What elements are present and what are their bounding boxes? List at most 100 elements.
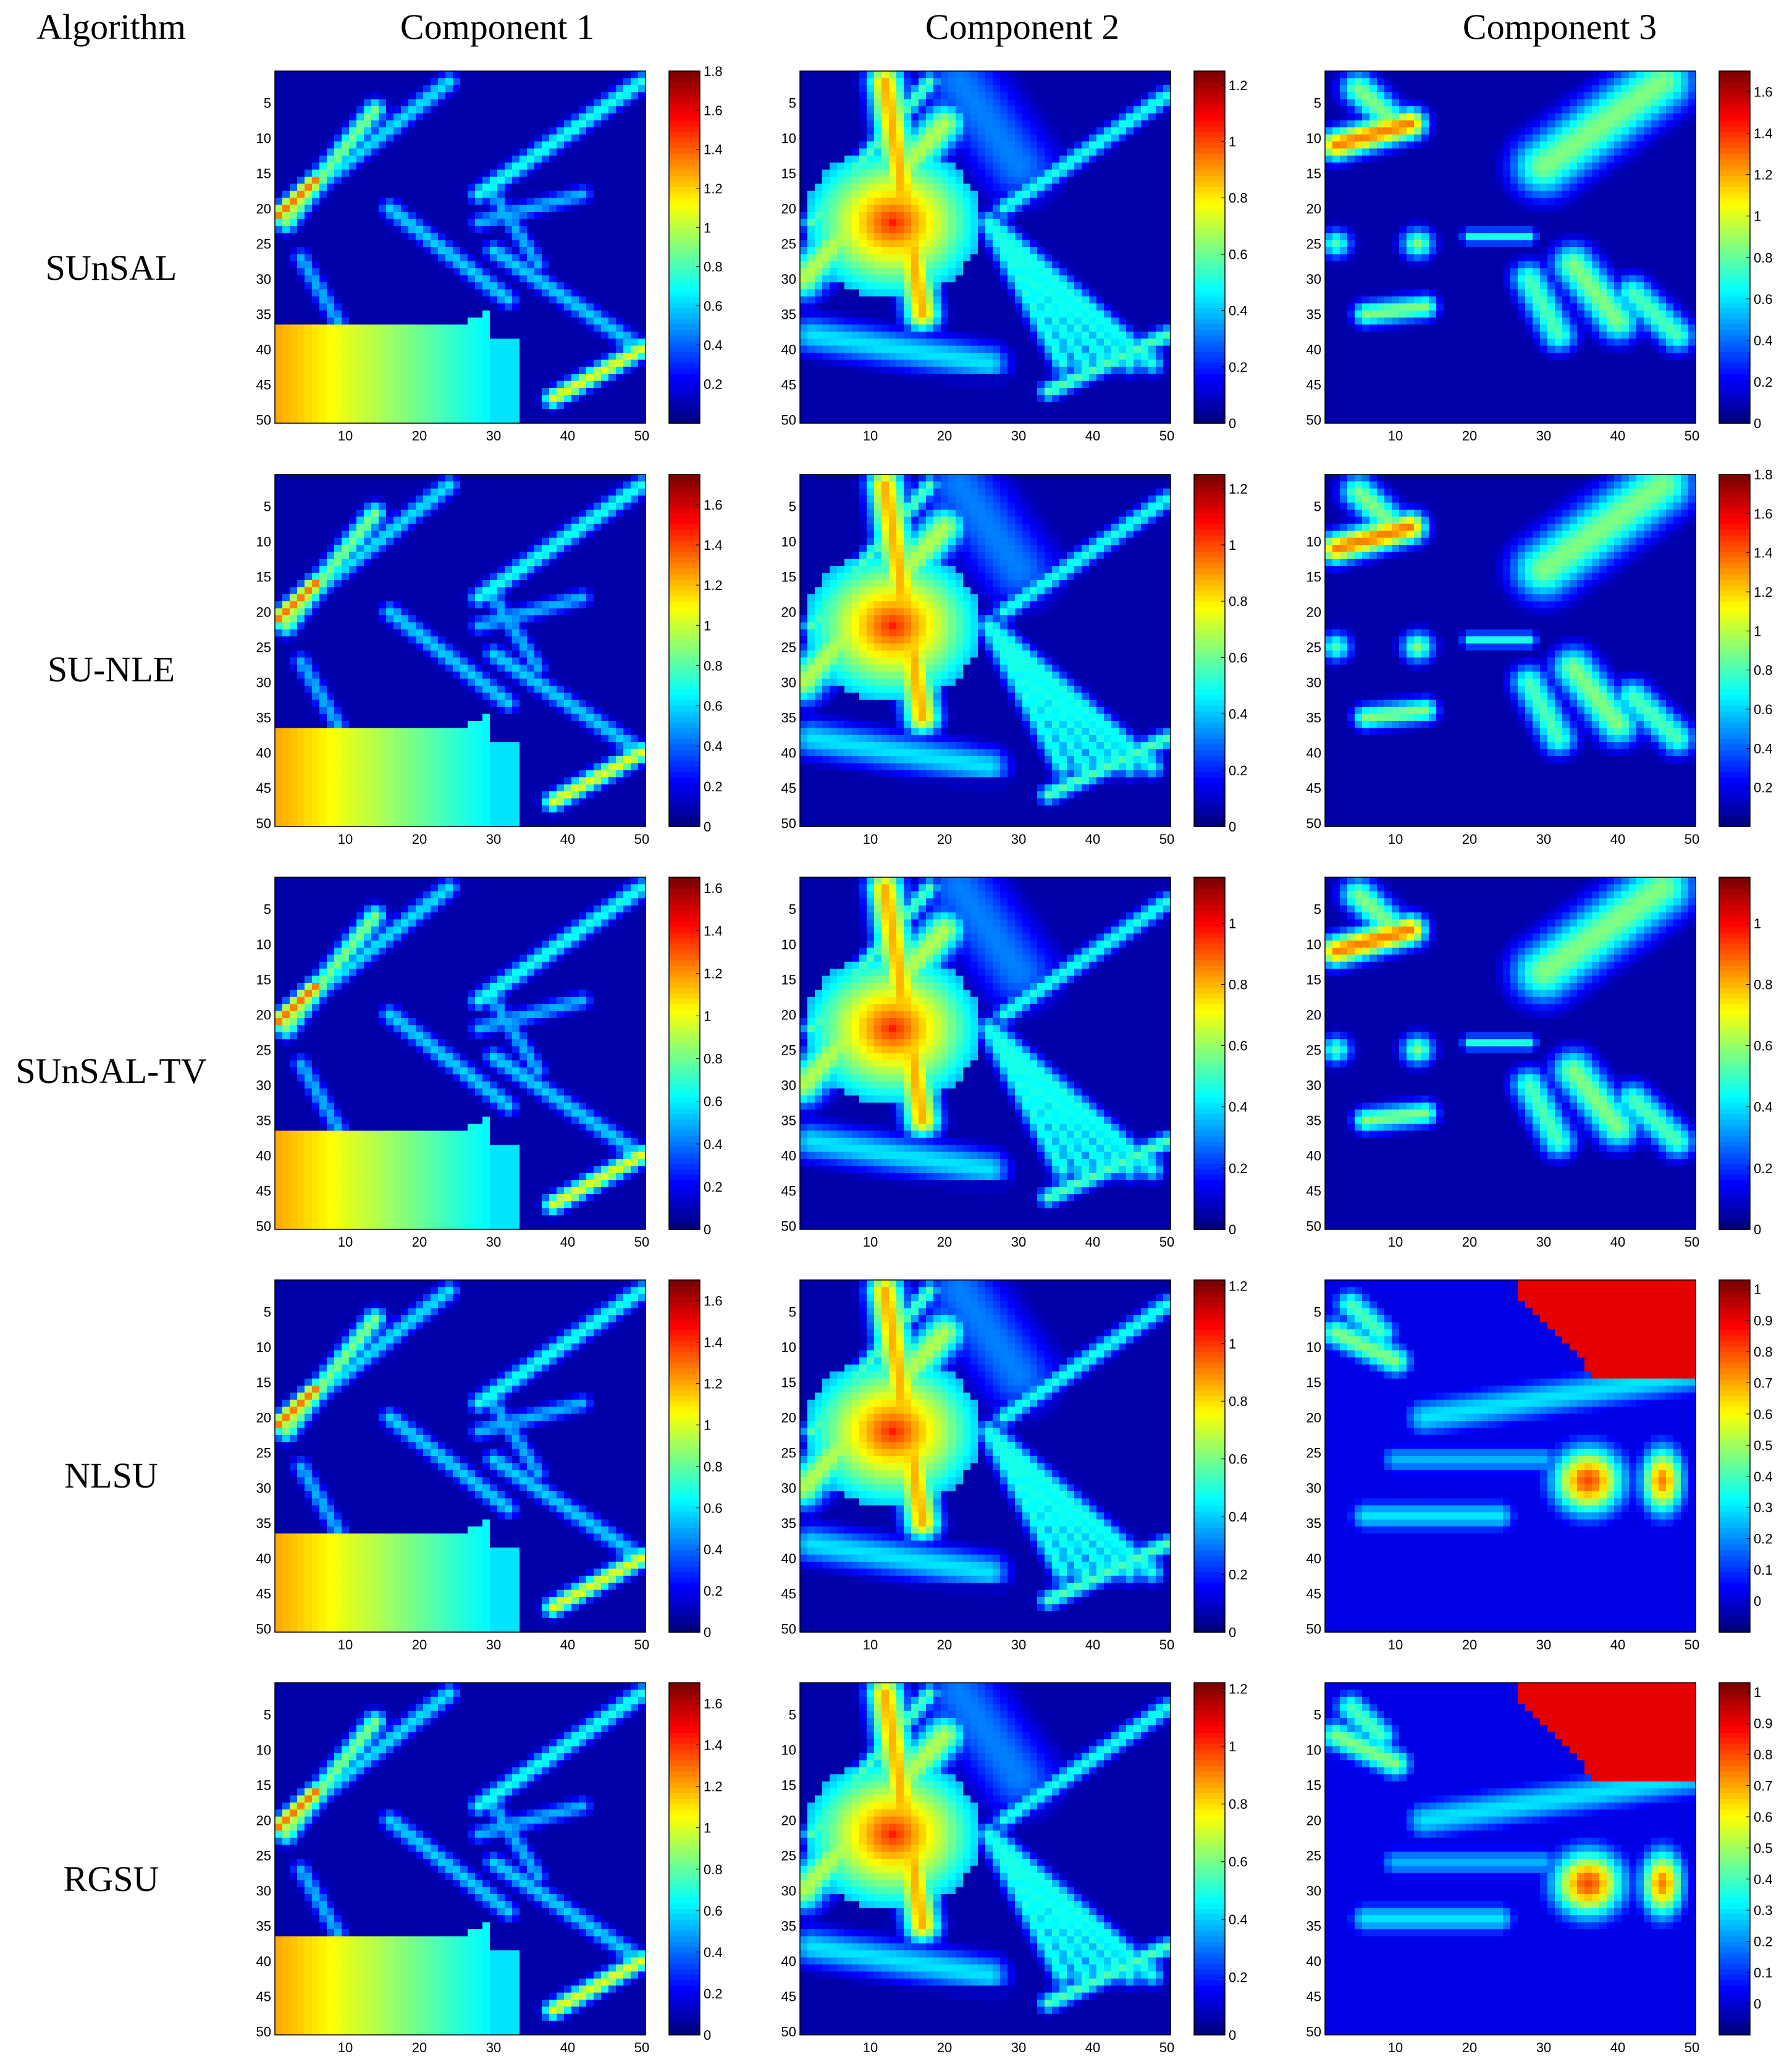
heatmap-cell: [963, 282, 971, 290]
heatmap-cell: [1015, 134, 1023, 142]
heatmap-cell: [631, 99, 639, 107]
heatmap-cell: [334, 381, 342, 389]
heatmap-cell: [312, 366, 320, 374]
heatmap-cell: [379, 162, 387, 170]
colorbar-step: [669, 291, 700, 297]
heatmap-cell: [393, 303, 402, 311]
heatmap-cell: [401, 240, 409, 248]
heatmap-cell: [1074, 296, 1082, 304]
heatmap-cell: [1104, 155, 1112, 163]
heatmap-cell: [371, 155, 379, 163]
heatmap-cell: [616, 148, 624, 156]
row-label-rgsu: RGSU: [0, 1858, 222, 1900]
heatmap-cell: [1030, 353, 1038, 360]
heatmap-cell: [557, 113, 565, 121]
heatmap-cell: [985, 71, 993, 78]
heatmap-cell: [1030, 85, 1038, 93]
heatmap-cell: [815, 303, 823, 311]
colorbar-step: [669, 120, 700, 127]
heatmap-cell: [275, 395, 283, 403]
heatmap-cell: [1067, 345, 1075, 353]
heatmap-cell: [527, 120, 535, 128]
heatmap-cell: [356, 282, 364, 290]
heatmap-cell: [631, 190, 639, 198]
heatmap-cell: [386, 254, 394, 262]
heatmap-cell: [867, 374, 875, 382]
heatmap-cell: [475, 395, 483, 403]
heatmap-cell: [445, 289, 453, 297]
heatmap-cell: [327, 212, 335, 219]
heatmap-cell: [1096, 247, 1104, 255]
heatmap-cell: [948, 99, 956, 107]
heatmap-cell: [586, 92, 594, 100]
heatmap-cell: [401, 324, 409, 332]
heatmap-cell: [616, 134, 624, 142]
heatmap-cell: [334, 366, 342, 374]
heatmap-cell: [1126, 141, 1134, 149]
heatmap-cell: [1045, 204, 1053, 213]
heatmap-cell: [527, 416, 535, 424]
heatmap-cell: [1030, 71, 1038, 78]
heatmap-cell: [468, 113, 476, 121]
heatmap-cell: [520, 409, 528, 417]
heatmap-cell: [837, 183, 845, 192]
heatmap-cell: [1030, 162, 1038, 170]
heatmap-cell: [919, 324, 927, 332]
heatmap-cell: [1111, 339, 1119, 347]
heatmap-cell: [1074, 155, 1082, 163]
heatmap-cell: [608, 360, 616, 368]
heatmap-cell: [881, 113, 890, 121]
heatmap-cell: [978, 225, 986, 234]
heatmap-cell: [275, 141, 283, 149]
heatmap-cell: [1148, 275, 1156, 283]
heatmap-cell: [334, 268, 342, 276]
heatmap-cell: [386, 289, 394, 297]
heatmap-cell: [1074, 324, 1082, 332]
heatmap-cell: [408, 177, 416, 184]
heatmap-cell: [557, 310, 565, 318]
heatmap-cell: [334, 261, 342, 269]
heatmap-cell: [963, 318, 971, 325]
heatmap-cell: [1059, 106, 1067, 114]
heatmap-cell: [438, 71, 446, 78]
heatmap-cell: [1141, 219, 1149, 227]
heatmap-cell: [1045, 127, 1053, 135]
heatmap-cell: [867, 198, 875, 206]
heatmap-cell: [423, 353, 431, 360]
heatmap-cell: [571, 190, 579, 198]
heatmap-cell: [408, 303, 416, 311]
heatmap-cell: [505, 169, 513, 177]
heatmap-cell: [1074, 169, 1082, 177]
heatmap-cell: [416, 127, 424, 135]
heatmap-cell: [623, 345, 631, 353]
heatmap-cell: [401, 92, 409, 100]
heatmap-cell: [1126, 198, 1134, 206]
heatmap-cell: [386, 92, 394, 100]
heatmap-cell: [416, 289, 424, 297]
heatmap-cell: [1134, 233, 1142, 241]
heatmap-cell: [445, 92, 453, 100]
heatmap-cell: [386, 78, 394, 86]
heatmap-cell: [1045, 247, 1053, 255]
heatmap-cell: [978, 303, 986, 311]
heatmap-cell: [312, 113, 320, 121]
heatmap-cell: [379, 275, 387, 283]
colorbar-step: [669, 159, 700, 166]
heatmap-cell: [571, 212, 579, 219]
heatmap-cell: [349, 388, 357, 395]
heatmap-cell: [1141, 198, 1149, 206]
heatmap-cell: [963, 212, 971, 219]
heatmap-cell: [586, 106, 594, 114]
heatmap-cell: [1052, 177, 1060, 184]
heatmap-cell: [453, 240, 461, 248]
heatmap-cell: [948, 183, 956, 192]
heatmap-cell: [520, 324, 528, 332]
heatmap-cell: [475, 310, 483, 318]
heatmap-cell: [623, 190, 631, 198]
heatmap-cell: [822, 127, 830, 135]
heatmap-cell: [386, 240, 394, 248]
heatmap-cell: [601, 127, 609, 135]
heatmap-cell: [497, 282, 505, 290]
heatmap-cell: [349, 113, 357, 121]
heatmap-cell: [475, 169, 483, 177]
